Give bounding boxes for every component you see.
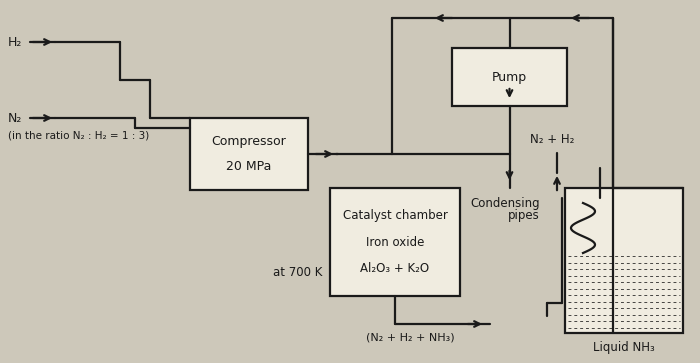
Text: H₂: H₂ <box>8 36 22 49</box>
Text: N₂ + H₂: N₂ + H₂ <box>530 133 574 146</box>
Text: (in the ratio N₂ : H₂ = 1 : 3): (in the ratio N₂ : H₂ = 1 : 3) <box>8 131 149 141</box>
Text: Al₂O₃ + K₂O: Al₂O₃ + K₂O <box>360 262 430 276</box>
Bar <box>330 188 460 296</box>
Text: N₂: N₂ <box>8 111 22 125</box>
Bar <box>452 48 567 106</box>
Text: Iron oxide: Iron oxide <box>366 236 424 249</box>
Bar <box>190 118 308 190</box>
Text: Condensing: Condensing <box>470 196 540 209</box>
Bar <box>565 188 683 333</box>
Text: Liquid NH₃: Liquid NH₃ <box>593 340 655 354</box>
Text: at 700 K: at 700 K <box>272 266 322 280</box>
Text: (N₂ + H₂ + NH₃): (N₂ + H₂ + NH₃) <box>365 333 454 343</box>
Text: 20 MPa: 20 MPa <box>226 159 272 172</box>
Text: pipes: pipes <box>508 209 540 223</box>
Text: Pump: Pump <box>492 70 527 83</box>
Text: Compressor: Compressor <box>211 135 286 148</box>
Text: Catalyst chamber: Catalyst chamber <box>342 208 447 221</box>
